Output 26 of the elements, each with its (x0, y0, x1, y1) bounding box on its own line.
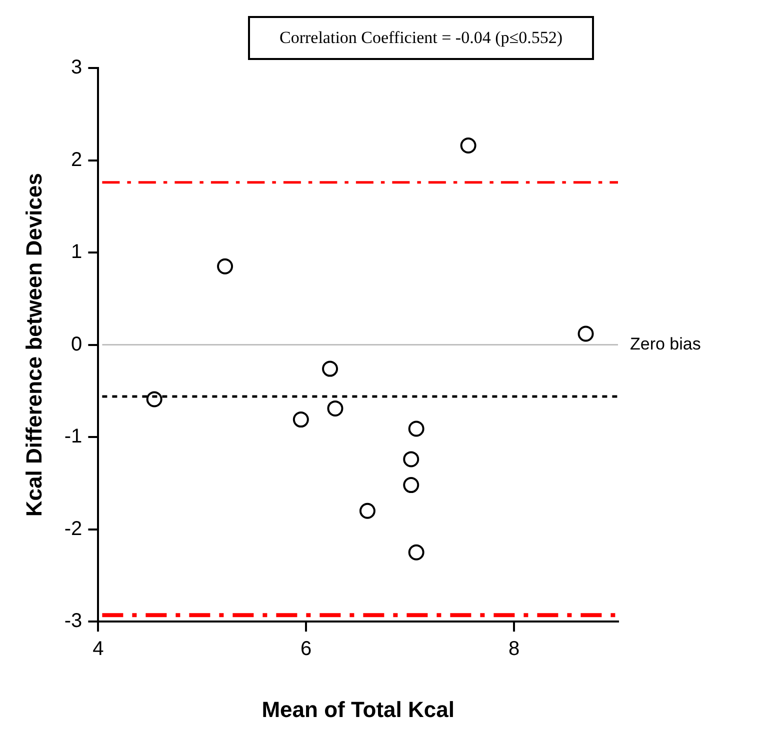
point (403, 451, 420, 468)
y-tick-label: 0 (71, 333, 82, 356)
y-axis-title: Kcal Difference between Devices (21, 172, 46, 517)
point (403, 477, 420, 494)
x-tick-label: 6 (300, 638, 312, 660)
point (322, 360, 338, 377)
x-tick-label: 8 (508, 638, 520, 660)
x-axis-title: Mean of Total Kcal (262, 696, 454, 722)
point (578, 326, 594, 342)
point (292, 412, 309, 428)
point (327, 400, 344, 416)
point (408, 544, 424, 560)
y-tick-label: -1 (64, 426, 82, 448)
text: Correlation Coefficient = -0.04 (p≤0.552) (248, 16, 594, 60)
ref-line-label: Zero bias (630, 334, 701, 354)
point (408, 420, 424, 437)
point (217, 258, 234, 274)
point (359, 502, 376, 519)
y-tick-label: -2 (64, 518, 82, 540)
point (460, 138, 476, 154)
y-tick-label: 2 (71, 148, 82, 171)
y-tick-label: -3 (64, 610, 82, 632)
point (146, 391, 162, 408)
y-tick-label: 1 (71, 241, 82, 264)
x-tick-label: 4 (92, 638, 104, 660)
y-tick-label: 3 (71, 56, 82, 79)
